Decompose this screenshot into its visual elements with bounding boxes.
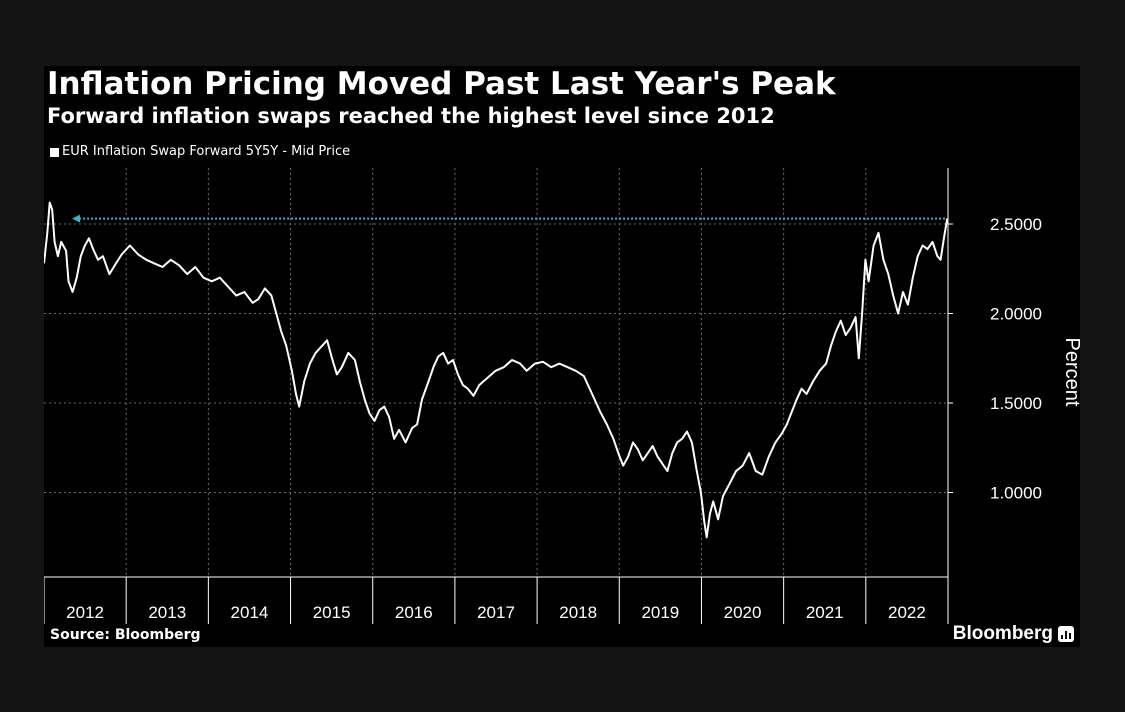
- reference-arrow-head: [72, 214, 81, 223]
- x-tick-label: 2018: [559, 603, 597, 622]
- x-tick-label: 2014: [231, 603, 269, 622]
- brand-name: Bloomberg: [952, 623, 1053, 644]
- x-tick-label: 2013: [148, 603, 186, 622]
- bloomberg-chart-icon: [1058, 626, 1074, 642]
- legend-label: EUR Inflation Swap Forward 5Y5Y - Mid Pr…: [62, 144, 351, 159]
- source-note: Source: Bloomberg: [50, 627, 201, 643]
- chart-subtitle: Forward inflation swaps reached the high…: [47, 104, 775, 128]
- x-tick-label: 2020: [724, 603, 762, 622]
- x-tick-label: 2017: [477, 603, 515, 622]
- x-tick-label: 2012: [66, 603, 104, 622]
- x-tick-label: 2015: [313, 603, 351, 622]
- x-tick-label: 2021: [806, 603, 844, 622]
- y-tick-label: 1.5000: [990, 394, 1042, 413]
- x-tick-label: 2019: [641, 603, 679, 622]
- x-tick-label: 2016: [395, 603, 433, 622]
- y-tick-label: 1.0000: [990, 484, 1042, 503]
- y-tick-label: 2.0000: [990, 305, 1042, 324]
- chart-frame: Inflation Pricing Moved Past Last Year's…: [44, 66, 1080, 647]
- x-tick-label: 2022: [888, 603, 926, 622]
- chart-title: Inflation Pricing Moved Past Last Year's…: [47, 66, 836, 102]
- series-line: [44, 201, 949, 539]
- line-chart: 1.0000 1.5000 2.0000 2.5000 2012 2013 2014 2015…: [44, 168, 1080, 624]
- y-axis-label: Percent: [1061, 338, 1080, 407]
- legend: EUR Inflation Swap Forward 5Y5Y - Mid Pr…: [50, 144, 350, 160]
- bloomberg-logo: Bloomberg: [953, 622, 1074, 646]
- y-tick-label: 2.5000: [990, 215, 1042, 234]
- legend-swatch: [50, 147, 59, 157]
